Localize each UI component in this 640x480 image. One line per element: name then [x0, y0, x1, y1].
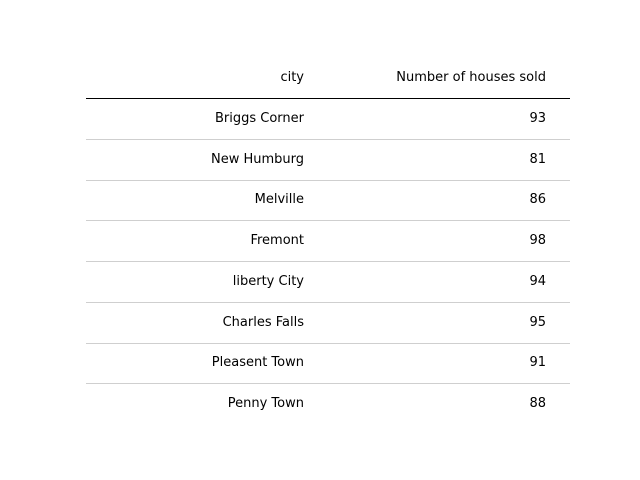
table-cell-houses-sold: 95 [529, 315, 546, 330]
table-cell-city: Melville [254, 192, 304, 207]
row-divider [86, 261, 570, 262]
table-cell-houses-sold: 98 [529, 233, 546, 248]
table-cell-city: Penny Town [227, 396, 304, 411]
table-cell-city: Charles Falls [222, 315, 304, 330]
row-divider [86, 343, 570, 344]
table-cell-city: Briggs Corner [214, 111, 304, 126]
row-divider [86, 302, 570, 303]
column-header-city: city [280, 70, 304, 85]
table-cell-houses-sold: 88 [529, 396, 546, 411]
row-divider [86, 180, 570, 181]
table-cell-houses-sold: 94 [529, 274, 546, 289]
table-cell-city: liberty City [232, 274, 304, 289]
table-cell-houses-sold: 93 [529, 111, 546, 126]
table-cell-city: Fremont [250, 233, 304, 248]
table-cell-houses-sold: 86 [529, 192, 546, 207]
row-divider [86, 220, 570, 221]
table-cell-houses-sold: 91 [529, 355, 546, 370]
row-divider [86, 383, 570, 384]
header-divider [86, 98, 570, 99]
table-cell-city: New Humburg [210, 152, 304, 167]
column-header-houses-sold: Number of houses sold [396, 70, 546, 85]
table-cell-city: Pleasent Town [211, 355, 304, 370]
row-divider [86, 139, 570, 140]
table-cell-houses-sold: 81 [529, 152, 546, 167]
